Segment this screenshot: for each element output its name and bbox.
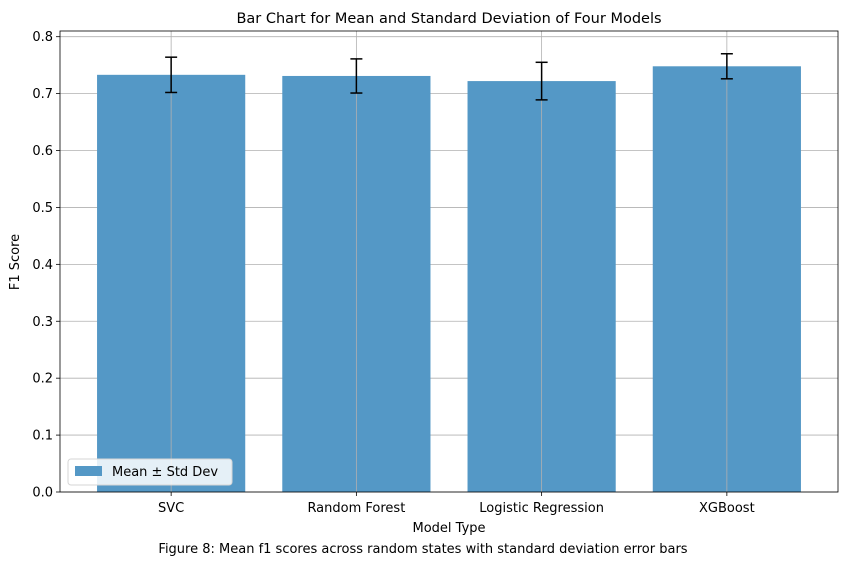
y-axis-label: F1 Score (8, 234, 23, 290)
legend-box (67, 458, 233, 486)
y-tick-label: 0.2 (32, 372, 53, 387)
x-tick-label: XGBoost (699, 501, 755, 516)
tick-labels: 0.0 0.1 0.2 0.3 0.4 0.5 0.6 0.7 0.8 SVC Random For… (32, 30, 754, 516)
x-tick-label: SVC (158, 501, 184, 516)
x-tick-label: Random Forest (307, 501, 405, 516)
x-axis-label: Model Type (412, 521, 485, 536)
y-tick-label: 0.4 (32, 258, 53, 273)
plot-frame (59, 30, 839, 493)
y-tick-label: 0.8 (32, 30, 53, 45)
legend: Mean ± Std Dev (67, 458, 233, 486)
legend-label: Mean ± Std Dev (112, 465, 218, 480)
error-bars (165, 53, 733, 101)
legend-swatch (75, 466, 102, 476)
y-tick-label: 0.6 (32, 144, 53, 159)
y-tick-label: 0.0 (32, 486, 53, 501)
y-tick-label: 0.7 (32, 87, 53, 102)
y-tick-label: 0.3 (32, 315, 53, 330)
chart-title: Bar Chart for Mean and Standard Deviatio… (236, 11, 661, 27)
figure-caption: Figure 8: Mean f1 scores across random s… (158, 542, 688, 557)
bars (97, 31, 801, 492)
y-tick-label: 0.5 (32, 201, 53, 216)
y-tick-label: 0.1 (32, 429, 53, 444)
bar-chart: 0.0 0.1 0.2 0.3 0.4 0.5 0.6 0.7 0.8 SVC Random For… (8, 11, 839, 536)
axes-frame (59, 30, 839, 493)
x-tick-label: Logistic Regression (479, 501, 604, 516)
